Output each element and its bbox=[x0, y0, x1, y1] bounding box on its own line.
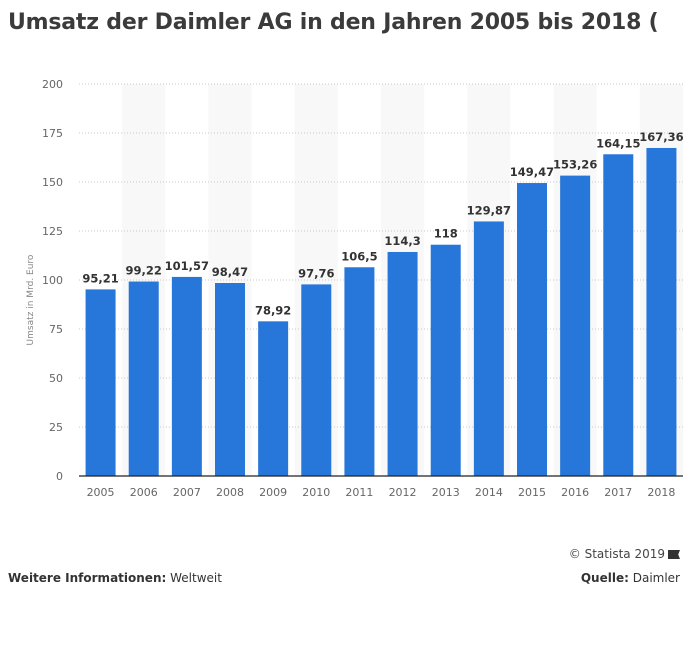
y-tick-label: 175 bbox=[42, 127, 63, 140]
data-label: 164,15 bbox=[596, 136, 640, 150]
bar bbox=[387, 251, 418, 476]
x-tick-label: 2018 bbox=[647, 486, 675, 499]
x-tick-label: 2016 bbox=[561, 486, 589, 499]
source: Quelle: Daimler bbox=[581, 571, 680, 585]
bar bbox=[85, 289, 116, 476]
bar bbox=[128, 281, 159, 476]
x-tick-label: 2015 bbox=[518, 486, 546, 499]
x-tick-label: 2006 bbox=[130, 486, 158, 499]
x-tick-label: 2014 bbox=[475, 486, 503, 499]
bar bbox=[301, 284, 332, 476]
more-info-label: Weitere Informationen: bbox=[8, 571, 167, 585]
data-labels: 95,21 99,22 101,57 98,47 78,92 97,76 106,5 114,… bbox=[82, 130, 683, 317]
bar bbox=[603, 154, 634, 477]
bar bbox=[171, 276, 202, 476]
bar bbox=[258, 321, 289, 476]
chart-title: Umsatz der Daimler AG in den Jahren 2005… bbox=[8, 10, 659, 35]
y-tick-label: 25 bbox=[49, 421, 63, 434]
data-label: 95,21 bbox=[82, 271, 118, 285]
bar bbox=[215, 282, 245, 476]
x-tick-label: 2007 bbox=[173, 486, 201, 499]
bars bbox=[85, 147, 677, 477]
y-tick-label: 150 bbox=[42, 176, 63, 189]
x-axis-ticks: 2005 2006 2007 2008 2009 2010 2011 2012 2013 2014… bbox=[87, 486, 676, 499]
x-tick-label: 2013 bbox=[432, 486, 460, 499]
data-label: 114,3 bbox=[384, 234, 420, 248]
y-axis-ticks: 0 25 50 75 100 125 150 175 200 bbox=[42, 78, 63, 483]
y-tick-label: 125 bbox=[42, 225, 63, 238]
x-tick-label: 2009 bbox=[259, 486, 287, 499]
data-label: 98,47 bbox=[212, 265, 248, 279]
bar bbox=[646, 147, 677, 476]
more-info-value: Weltweit bbox=[170, 571, 222, 585]
bar bbox=[517, 183, 547, 476]
y-tick-label: 50 bbox=[49, 372, 63, 385]
bar bbox=[473, 221, 504, 476]
x-tick-label: 2010 bbox=[302, 486, 330, 499]
y-tick-label: 100 bbox=[42, 274, 63, 287]
copyright-text: © Statista 2019 bbox=[568, 547, 665, 561]
more-info: Weitere Informationen: Weltweit bbox=[8, 571, 222, 585]
y-tick-label: 0 bbox=[56, 470, 63, 483]
data-label: 106,5 bbox=[341, 249, 377, 263]
data-label: 97,76 bbox=[298, 266, 334, 280]
source-value: Daimler bbox=[632, 571, 680, 585]
x-tick-label: 2011 bbox=[345, 486, 373, 499]
x-tick-label: 2005 bbox=[87, 486, 115, 499]
x-tick-label: 2008 bbox=[216, 486, 244, 499]
source-label: Quelle: bbox=[580, 571, 629, 585]
data-label: 129,87 bbox=[467, 203, 511, 217]
x-tick-label: 2012 bbox=[389, 486, 417, 499]
y-axis-label: Umsatz in Mrd. Euro bbox=[26, 254, 36, 345]
data-label: 167,36 bbox=[639, 130, 683, 144]
data-label: 149,47 bbox=[510, 165, 554, 179]
data-label: 99,22 bbox=[126, 264, 162, 278]
flag-icon[interactable] bbox=[668, 550, 680, 559]
bar bbox=[344, 267, 375, 476]
data-label: 78,92 bbox=[255, 303, 291, 317]
data-label: 101,57 bbox=[165, 259, 209, 273]
y-tick-label: 200 bbox=[42, 78, 63, 91]
x-tick-label: 2017 bbox=[604, 486, 632, 499]
data-label: 153,26 bbox=[553, 158, 597, 172]
copyright[interactable]: © Statista 2019 bbox=[569, 547, 680, 561]
bar bbox=[430, 244, 461, 476]
data-label: 118 bbox=[434, 227, 458, 241]
y-tick-label: 75 bbox=[49, 323, 63, 336]
bar bbox=[560, 175, 591, 476]
